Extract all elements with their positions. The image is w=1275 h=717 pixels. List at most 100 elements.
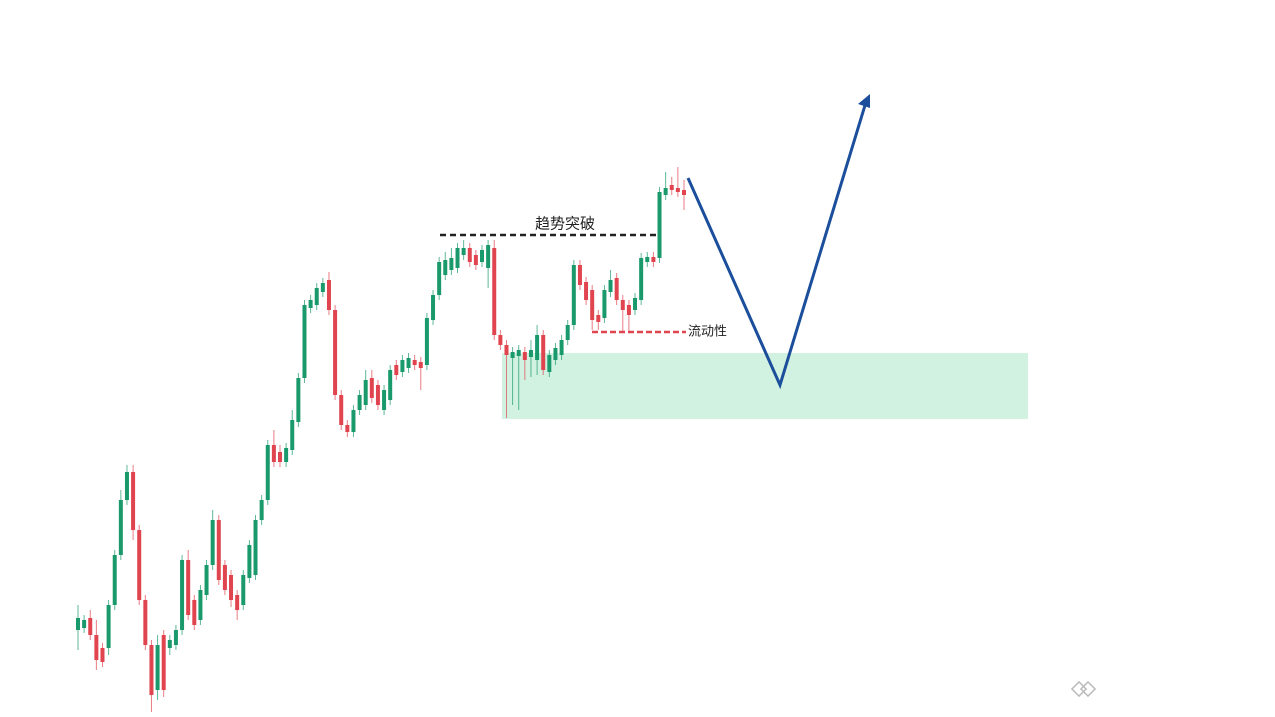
candle-body: [669, 185, 674, 190]
candle-body: [510, 352, 515, 358]
candle-body: [596, 315, 601, 322]
candle-body: [271, 445, 276, 462]
candle-body: [424, 318, 429, 365]
forecast-arrow: [686, 94, 870, 390]
candle-body: [553, 348, 558, 360]
candle-body: [192, 600, 197, 625]
candle-body: [400, 360, 405, 372]
candle-body: [455, 248, 460, 268]
candle-body: [522, 352, 527, 360]
candle-body: [431, 295, 436, 320]
candle-body: [204, 565, 209, 595]
candle-body: [180, 560, 185, 630]
breakout-label: 趋势突破: [535, 215, 595, 233]
candle-body: [394, 365, 399, 375]
candle-body: [210, 520, 215, 565]
candle-body: [467, 248, 472, 262]
candle-body: [412, 360, 417, 365]
candle-body: [682, 190, 686, 195]
candle-body: [559, 340, 564, 355]
candle-body: [259, 500, 264, 520]
candle-body: [265, 445, 270, 500]
candle-body: [278, 452, 282, 462]
candle-body: [88, 618, 93, 635]
candle-body: [112, 555, 117, 605]
candle-body: [216, 520, 221, 580]
candle-body: [645, 257, 650, 262]
candle-body: [241, 575, 246, 605]
candle-body: [571, 265, 576, 325]
candle-body: [626, 305, 631, 315]
candle-body: [235, 595, 240, 610]
candle-body: [333, 310, 338, 395]
candle-body: [565, 325, 570, 340]
candle-body: [498, 335, 503, 345]
candle-body: [486, 245, 491, 268]
candle-body: [363, 380, 368, 405]
candle-body: [82, 620, 87, 628]
candle-body: [602, 290, 607, 318]
candle-body: [302, 305, 307, 378]
candle-body: [131, 472, 136, 530]
candle-body: [473, 255, 478, 265]
candle-body: [382, 390, 387, 410]
candle-body: [320, 283, 325, 292]
candle-body: [639, 258, 644, 300]
candle-body: [339, 395, 344, 425]
candle-body: [314, 288, 319, 305]
candle-body: [651, 257, 656, 262]
candle-body: [351, 410, 356, 432]
candle-body: [149, 645, 154, 695]
candle-body: [284, 448, 289, 462]
candle-body: [345, 425, 350, 432]
candle-body: [675, 188, 680, 192]
candle-body: [388, 370, 393, 400]
candle-body: [308, 300, 313, 308]
candle-body: [247, 545, 252, 578]
candle-body: [290, 420, 295, 450]
candle-body: [657, 192, 662, 258]
candle-body: [106, 605, 111, 648]
candle-body: [229, 575, 234, 600]
demand-zone: [502, 353, 1028, 419]
candle-body: [443, 260, 448, 275]
candle-body: [155, 645, 160, 690]
candle-body: [161, 635, 166, 690]
candle-body: [186, 560, 191, 615]
candle-body: [118, 500, 123, 555]
candle-body: [492, 248, 497, 335]
candle-body: [173, 630, 178, 645]
candle-body: [535, 335, 540, 360]
candle-body: [198, 590, 203, 620]
watermark-icon: [1070, 680, 1097, 698]
liquidity-label: 流动性: [688, 325, 727, 340]
candle-body: [418, 362, 423, 368]
candle-body: [516, 350, 521, 356]
candle-body: [143, 600, 148, 645]
candle-body: [94, 635, 99, 660]
candle-body: [137, 530, 142, 600]
candle-body: [590, 290, 595, 320]
candle-body: [406, 358, 411, 368]
candle-body: [369, 378, 374, 398]
candle-body: [480, 250, 484, 262]
candle-body: [577, 265, 582, 285]
candle-body: [253, 520, 258, 575]
candle-body: [167, 640, 172, 648]
candle-body: [326, 280, 331, 310]
arrow-path: [686, 101, 868, 390]
candle-body: [76, 618, 80, 630]
candle-body: [663, 188, 668, 195]
candle-body: [620, 300, 625, 310]
candle-body: [375, 385, 380, 405]
candle-body: [528, 350, 533, 357]
candle-body: [449, 258, 454, 270]
candle-body: [100, 648, 105, 662]
candle-body: [547, 355, 552, 372]
candle-body: [296, 378, 301, 422]
candle-body: [357, 395, 362, 410]
candle-body: [608, 280, 613, 292]
candle-body: [614, 278, 619, 300]
candle-body: [222, 565, 227, 590]
